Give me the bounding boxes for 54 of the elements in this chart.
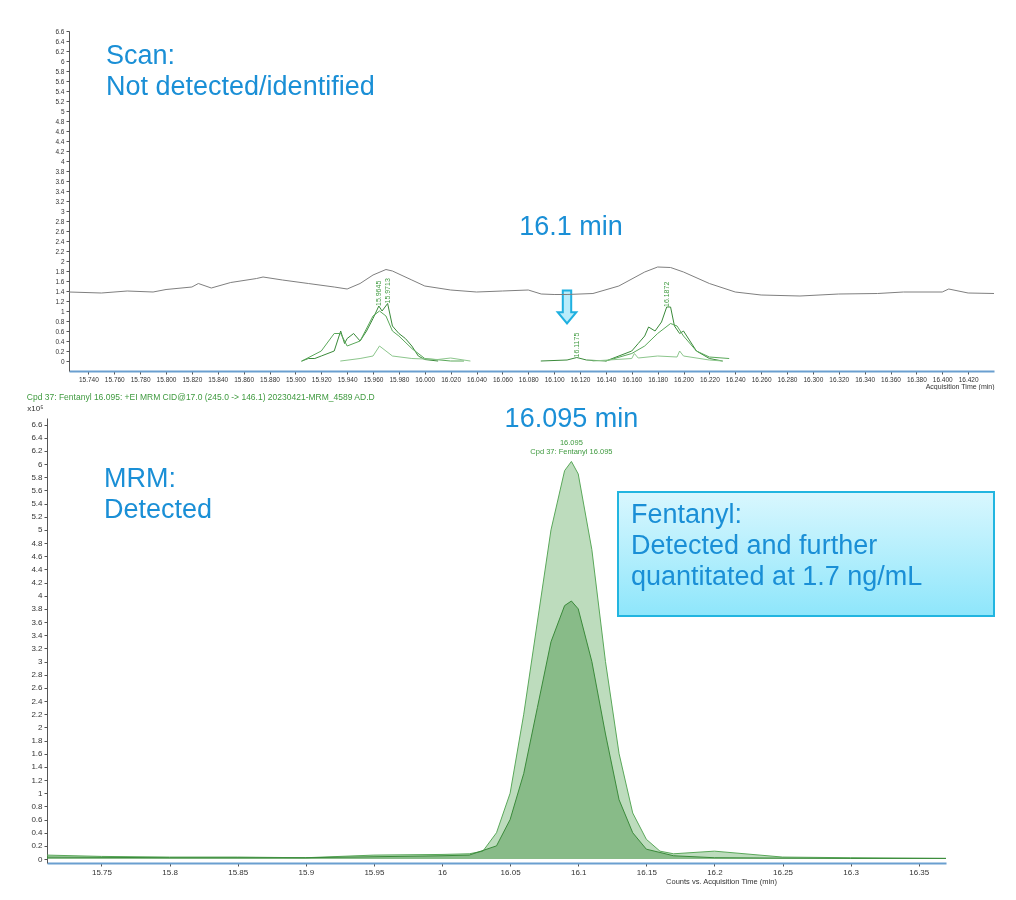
annotation: 16.1 min [519,211,623,241]
x-tick-label: 15.9 [298,867,315,877]
y-tick-label: 3.4 [31,630,44,640]
x-tick-label: 16.1 [570,867,588,877]
x-tick-label: 15.75 [91,867,113,877]
y-tick-label: 2.6 [31,683,44,693]
y-tick-label: 6.2 [31,446,44,456]
y-tick-label: 5.6 [31,485,44,495]
y-tick-label: 2.4 [31,696,44,706]
y-tick-label: 0.6 [31,815,44,825]
x-tick-label: 16.05 [500,867,522,877]
y-tick-label: 3.2 [31,643,44,653]
y-tick-label: 4.6 [31,551,44,561]
x-tick-label: 16.3 [843,867,860,877]
y-tick-label: 1 [38,788,44,798]
annotation: Scan: Not detected/identified [106,40,375,101]
y-tick-label: 4.4 [31,564,44,574]
x-tick-label: 15.85 [228,867,249,877]
y-tick-label: 1.4 [31,762,44,772]
x-tick-label: 15.8 [162,867,179,877]
x-tick-label: 16.35 [909,867,930,877]
y-tick-label: 3 [38,657,44,667]
y-tick-label: 0 [38,854,44,864]
y-tick-label: 5 [38,525,44,535]
y-tick-label: 6.6 [31,420,44,430]
x-tick-label: 16.25 [773,867,794,877]
y-tick-label: 0.4 [31,828,44,838]
annotation: MRM: Detected [104,463,213,524]
y-tick-label: 6 [38,459,44,469]
y-tick-label: 0.8 [31,801,44,811]
y-tick-label: 1.2 [31,775,44,785]
x-tick-label: 16 [438,867,448,877]
y-tick-label: 0.2 [31,841,44,851]
x-tick-label: 15.95 [364,867,385,877]
y-tick-label: 6.4 [31,433,44,443]
y-tick-label: 2.8 [31,670,44,680]
y-tick-label: 5.8 [31,472,44,482]
y-tick-label: 3.6 [31,617,44,627]
annotation: 16.095 min [504,403,639,434]
y-tick-label: 3.8 [31,604,44,614]
y-tick-label: 4.8 [31,538,44,548]
y-tick-label: 5.4 [31,499,44,509]
chart-title: Cpd 37: Fentanyl 16.095: +EI MRM CID@17.0 (245.0 -> 146.1) 20230421-MRM_4589 AD.D [26,391,375,402]
y-tick-label: 4.2 [31,578,44,588]
annotation: Fentanyl: Detected and further quantitated at 1.7 ng/mL [631,499,923,591]
y-tick-label: 2.2 [31,709,44,719]
y-tick-label: 1.8 [31,736,44,746]
y-tick-label: 5.2 [31,512,44,522]
y-tick-label: 2 [38,722,44,732]
y-tick-label: 1.6 [31,749,44,759]
x-tick-label: 16.2 [707,867,724,877]
x-tick-label: 16.15 [636,867,658,877]
y-axis-title: x10⁵ [27,403,44,413]
y-tick-label: 4 [38,591,44,601]
